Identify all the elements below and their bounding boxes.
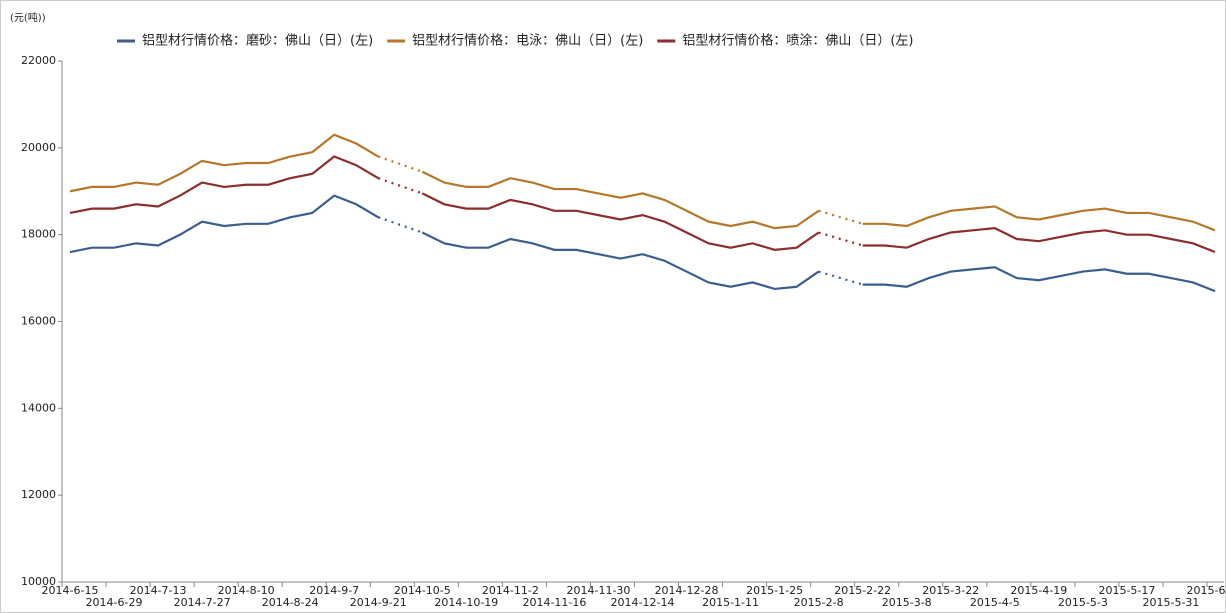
unit-label: (元(吨)) (10, 11, 46, 24)
series-line (69, 194, 379, 254)
series-line (862, 227, 1216, 254)
x-tick-label: 2015-6-14 (1187, 584, 1226, 597)
x-tick-label: 2014-6-15 (42, 584, 99, 597)
gap-connector (818, 209, 864, 225)
x-tick-label: 2014-11-30 (566, 584, 630, 597)
series-line (862, 205, 1216, 232)
y-tick-label: 16000 (21, 315, 56, 328)
x-tick-label: 2015-1-11 (702, 596, 759, 609)
x-tick-label: 2015-4-19 (1010, 584, 1067, 597)
x-tick-label: 2014-10-19 (434, 596, 498, 609)
x-tick-label: 2015-1-25 (746, 584, 803, 597)
x-tick-label: 2015-3-22 (922, 584, 979, 597)
x-tick-label: 2014-9-7 (309, 584, 359, 597)
x-tick-label: 2014-11-16 (522, 596, 586, 609)
x-tick-label: 2015-5-3 (1058, 596, 1108, 609)
gap-connector (377, 155, 423, 173)
y-tick-label: 18000 (21, 228, 56, 241)
x-tick-label: 2015-2-22 (834, 584, 891, 597)
x-tick-label: 2015-5-31 (1142, 596, 1199, 609)
gap-connector (818, 231, 864, 247)
x-tick-label: 2015-4-5 (970, 596, 1020, 609)
gap-connector (818, 270, 864, 286)
x-tick-label: 2014-11-2 (482, 584, 539, 597)
x-tick-label: 2014-12-14 (611, 596, 675, 609)
legend-label: 铝型材行情价格：喷涂：佛山（日）(左) (682, 33, 913, 49)
x-tick-label: 2014-12-28 (655, 584, 719, 597)
x-tick-label: 2015-5-17 (1098, 584, 1155, 597)
x-tick-label: 2014-6-29 (86, 596, 143, 609)
y-tick-label: 20000 (21, 141, 56, 154)
series-line (421, 231, 820, 291)
series-line (69, 133, 379, 193)
series-line (421, 192, 820, 251)
x-tick-label: 2014-8-24 (262, 596, 319, 609)
y-tick-label: 14000 (21, 401, 56, 414)
x-tick-label: 2014-9-21 (350, 596, 407, 609)
x-tick-label: 2015-2-8 (794, 596, 844, 609)
series-line (421, 170, 820, 230)
x-tick-label: 2015-3-8 (882, 596, 932, 609)
legend: 铝型材行情价格：磨砂：佛山（日）(左) 铝型材行情价格：电泳：佛山（日）(左) 铝型… (117, 33, 913, 49)
x-tick-label: 2014-7-13 (130, 584, 187, 597)
legend-label: 铝型材行情价格：磨砂：佛山（日）(左) (142, 33, 373, 49)
y-tick-label: 10000 (21, 575, 56, 588)
x-tick-label: 2014-7-27 (174, 596, 231, 609)
x-tick-label: 2014-8-10 (218, 584, 275, 597)
x-tick-label: 2014-10-5 (394, 584, 451, 597)
series-line (69, 155, 379, 215)
gap-connector (377, 216, 423, 234)
y-tick-label: 12000 (21, 488, 56, 501)
series-line (862, 266, 1216, 293)
legend-label: 铝型材行情价格：电泳：佛山（日）(左) (412, 33, 643, 49)
gap-connector (377, 177, 423, 195)
y-tick-label: 22000 (21, 54, 56, 67)
